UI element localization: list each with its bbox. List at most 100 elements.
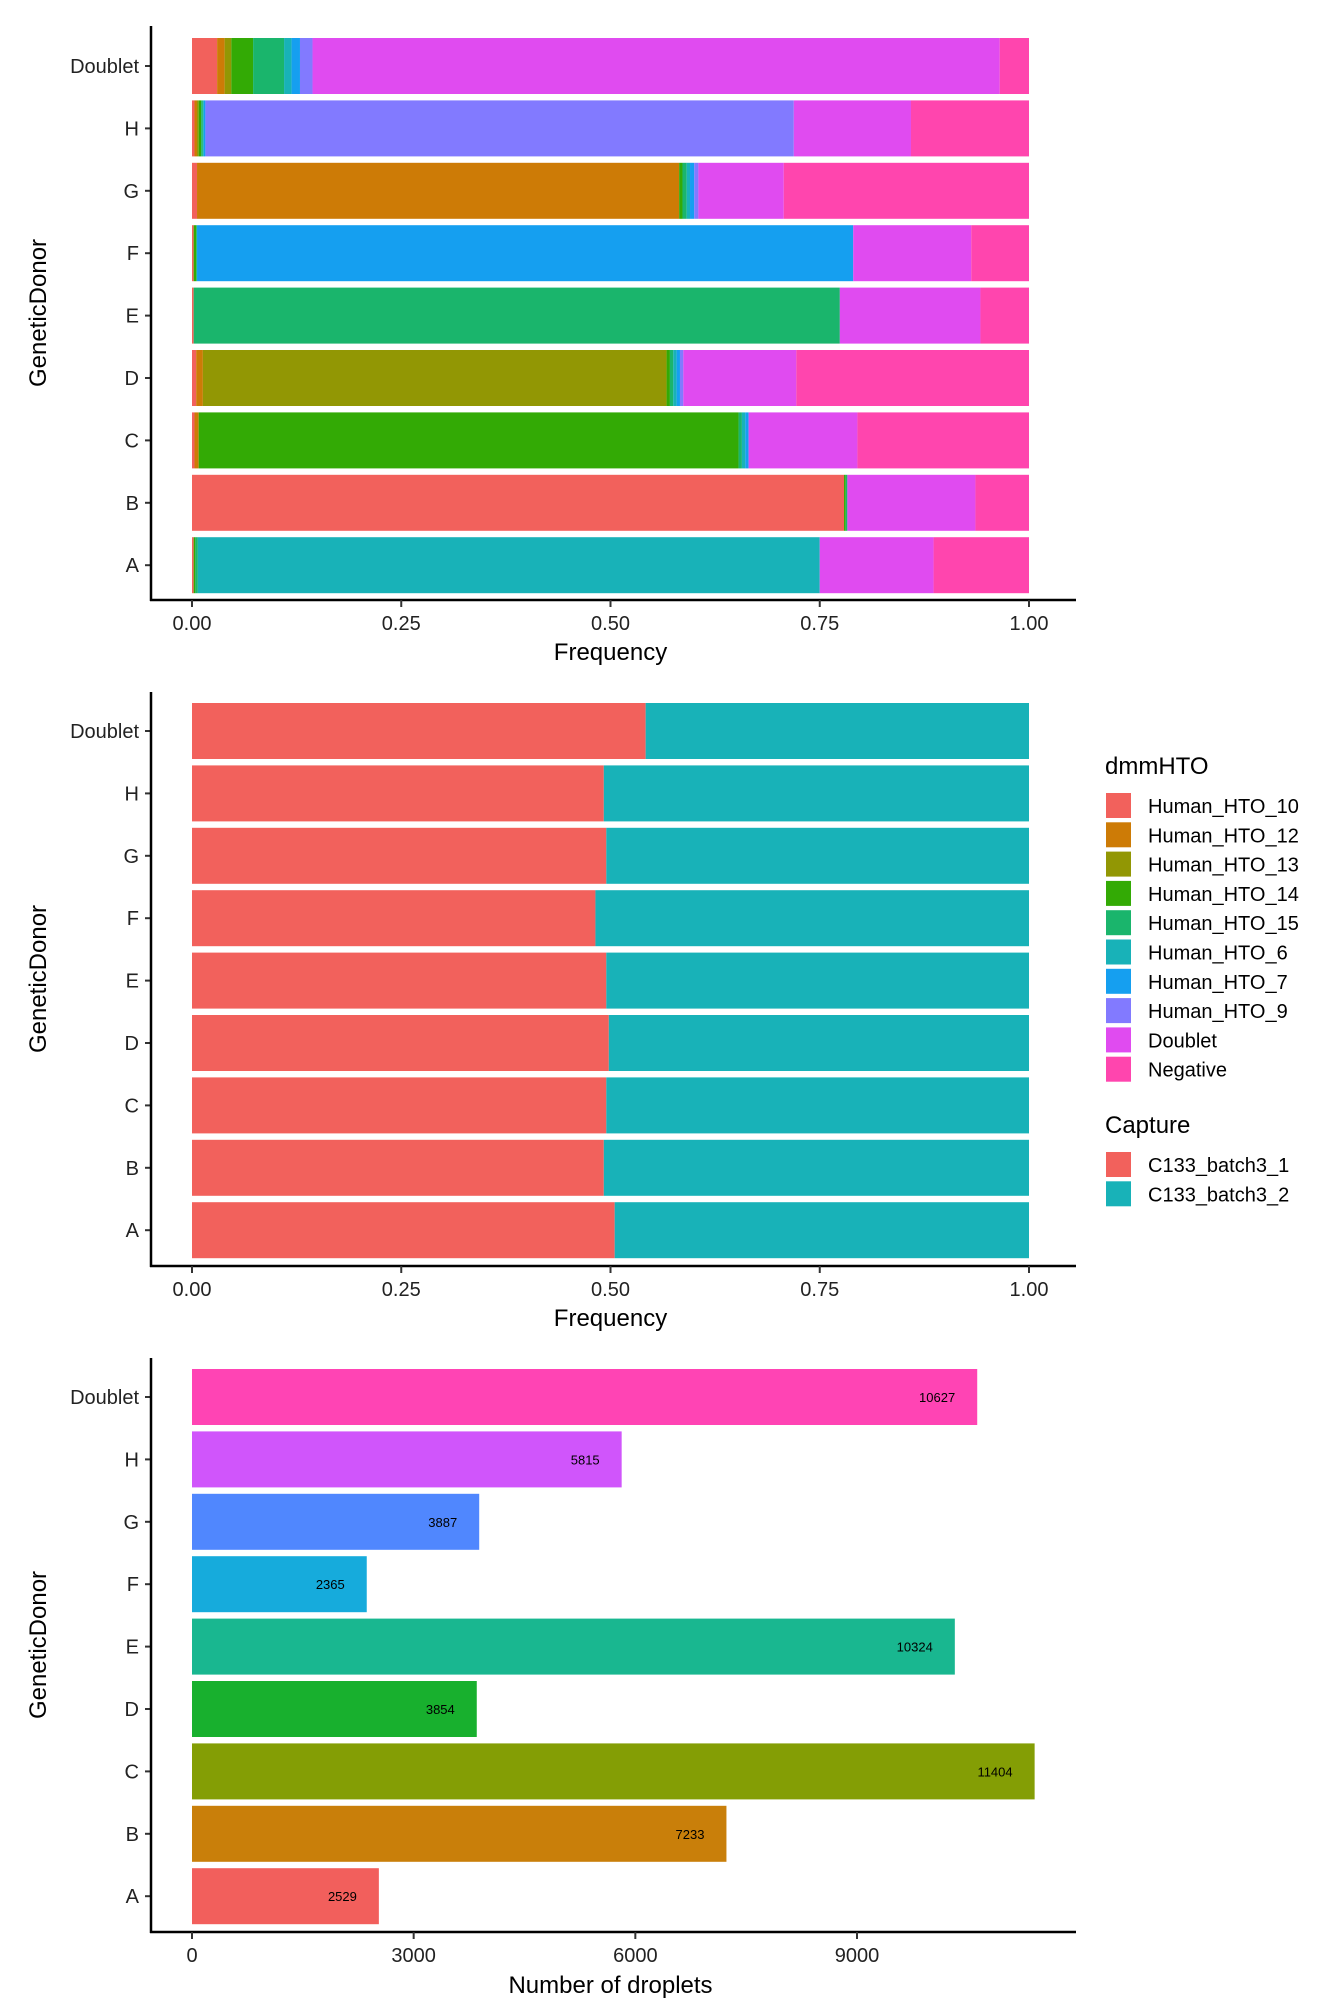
bar-B — [192, 1805, 727, 1862]
bar-segment-B-Human_HTO_14 — [844, 474, 846, 531]
y-tick-label-E: E — [126, 971, 139, 993]
legend-label-Negative: Negative — [1148, 1060, 1227, 1082]
legend-label-Human_HTO_12: Human_HTO_12 — [1148, 825, 1299, 847]
x-tick-label: 0.00 — [173, 613, 212, 635]
bar-segment-D-Human_HTO_14 — [666, 350, 670, 406]
bar-segment-C-C133_batch3_2 — [606, 1077, 1029, 1134]
legend-key-C133_batch3_2 — [1106, 1181, 1131, 1207]
bar-segment-F-C133_batch3_2 — [595, 890, 1029, 947]
y-tick-label-F: F — [127, 908, 139, 930]
bar-segment-Doublet-Human_HTO_12 — [217, 38, 225, 94]
legend-key-Human_HTO_10 — [1106, 793, 1131, 818]
x-axis-title: Frequency — [554, 639, 667, 666]
legend-label-Human_HTO_6: Human_HTO_6 — [1148, 943, 1288, 965]
bar-segment-C-Human_HTO_12 — [194, 412, 199, 469]
legend: dmmHTO Human_HTO_10 Human_HTO_12 Human_HTO_… — [1105, 753, 1299, 1207]
y-tick-label-Doublet: Doublet — [70, 56, 139, 78]
panel-capture-frequency: A B C D E F G H Doublet 0.00 0.25 0.50 0.75 1.00 Frequ… — [25, 692, 1076, 1332]
bar-segment-H-C133_batch3_2 — [603, 765, 1029, 822]
legend-label-Human_HTO_14: Human_HTO_14 — [1148, 884, 1299, 906]
bar-segment-H-Doublet — [793, 100, 911, 157]
bar-segment-G-Human_HTO_15 — [682, 162, 687, 219]
legend-key-Human_HTO_15 — [1106, 910, 1131, 936]
bar-segment-H-Human_HTO_14 — [198, 100, 202, 157]
y-tick-label-B: B — [126, 1158, 139, 1180]
legend-key-Human_HTO_12 — [1106, 822, 1131, 848]
legend-key-Human_HTO_14 — [1106, 880, 1131, 906]
y-tick-label-A: A — [126, 1886, 140, 1908]
bar-E — [192, 1618, 955, 1675]
bar-segment-Doublet-Human_HTO_13 — [224, 38, 232, 94]
x-tick-label: 0.75 — [800, 1279, 839, 1301]
y-tick-label-C: C — [125, 1761, 139, 1783]
bar-segment-G-Human_HTO_9 — [694, 162, 699, 219]
bar-segment-C-C133_batch3_1 — [192, 1077, 607, 1134]
y-tick-label-H: H — [125, 783, 139, 805]
bar-segment-G-Negative — [783, 162, 1029, 219]
bar-segment-F-Doublet — [853, 225, 972, 282]
panel-dmmhto-frequency: A B C D E F G H Doublet 0.00 0.25 0.50 0.75 1.00 Frequ… — [25, 26, 1076, 666]
bar-segment-G-Human_HTO_10 — [192, 162, 198, 219]
bar-segment-A-C133_batch3_2 — [614, 1202, 1029, 1259]
legend-key-C133_batch3_1 — [1106, 1152, 1131, 1177]
bar-segment-D-Human_HTO_7 — [676, 350, 680, 406]
data-label-C: 11404 — [977, 1764, 1012, 1779]
legend-label-Human_HTO_15: Human_HTO_15 — [1148, 913, 1299, 935]
y-tick-label-H: H — [125, 118, 139, 140]
data-label-B: 7233 — [676, 1827, 705, 1842]
data-label-D: 3854 — [426, 1702, 455, 1717]
bar-segment-E-Doublet — [839, 287, 981, 344]
bar-segment-G-C133_batch3_1 — [192, 827, 607, 884]
bar-segment-Doublet-C133_batch3_2 — [645, 703, 1029, 759]
bar-segment-A-Negative — [933, 537, 1029, 594]
y-tick-label-G: G — [123, 1512, 139, 1534]
bar-segment-H-Human_HTO_15 — [201, 100, 203, 157]
bar-segment-F-Human_HTO_10 — [192, 225, 194, 282]
legend-key-Doublet — [1106, 1027, 1131, 1053]
bar-segment-E-Human_HTO_10 — [192, 287, 194, 344]
bar-segment-C-Human_HTO_15 — [738, 412, 742, 469]
bar-segment-A-Doublet — [819, 537, 934, 594]
bar-segment-C-Doublet — [748, 412, 858, 469]
x-tick-label: 0.50 — [591, 613, 630, 635]
bar-segment-H-Human_HTO_12 — [194, 100, 198, 157]
bar-segment-A-C133_batch3_1 — [192, 1202, 615, 1259]
bar-segment-F-Negative — [971, 225, 1029, 282]
bar-segment-H-Negative — [910, 100, 1029, 157]
legend-label-Human_HTO_9: Human_HTO_9 — [1148, 1001, 1288, 1023]
legend-key-Negative — [1106, 1056, 1131, 1082]
y-tick-label-C: C — [125, 1095, 139, 1117]
bar-segment-A-Human_HTO_6 — [197, 537, 820, 594]
bar-segment-D-C133_batch3_2 — [608, 1015, 1029, 1071]
bar-segment-G-Human_HTO_7 — [690, 162, 695, 219]
bar-segment-B-Human_HTO_15 — [845, 474, 848, 531]
y-axis-title: GeneticDonor — [25, 905, 52, 1053]
x-tick-label: 0.25 — [382, 1279, 421, 1301]
y-tick-label-F: F — [127, 1574, 139, 1596]
y-tick-label-D: D — [125, 1033, 139, 1055]
x-tick-label: 0.00 — [173, 1279, 212, 1301]
bar-segment-B-Human_HTO_10 — [192, 474, 845, 531]
data-label-E: 10324 — [897, 1640, 933, 1655]
bar-segment-H-Human_HTO_7 — [203, 100, 206, 157]
bar-segment-Doublet-Negative — [999, 38, 1029, 94]
legend-label-Human_HTO_13: Human_HTO_13 — [1148, 855, 1299, 877]
bar-G — [192, 1493, 480, 1550]
x-tick-label: 0.50 — [591, 1279, 630, 1301]
bar-Doublet — [192, 1369, 978, 1425]
bar-segment-B-Doublet — [847, 474, 976, 531]
bar-segment-E-C133_batch3_1 — [192, 952, 607, 1009]
legend-title-capture: Capture — [1105, 1112, 1190, 1139]
panel-droplet-counts: 2529 A 7233 B 11404 C 3854 D 10324 E 2365 F 3887 G 581… — [25, 1358, 1076, 1999]
bar-segment-G-Human_HTO_12 — [197, 162, 680, 219]
legend-key-Human_HTO_7 — [1106, 968, 1131, 994]
bar-segment-G-Human_HTO_6 — [686, 162, 691, 219]
x-tick-label: 6000 — [613, 1945, 658, 1967]
bar-segment-D-Human_HTO_9 — [679, 350, 684, 406]
y-tick-label-Doublet: Doublet — [70, 1387, 139, 1409]
bar-segment-Doublet-Human_HTO_15 — [253, 38, 285, 94]
bar-segment-G-Doublet — [698, 162, 784, 219]
x-tick-label: 0 — [186, 1945, 197, 1967]
bar-segment-A-Human_HTO_14 — [193, 537, 196, 594]
